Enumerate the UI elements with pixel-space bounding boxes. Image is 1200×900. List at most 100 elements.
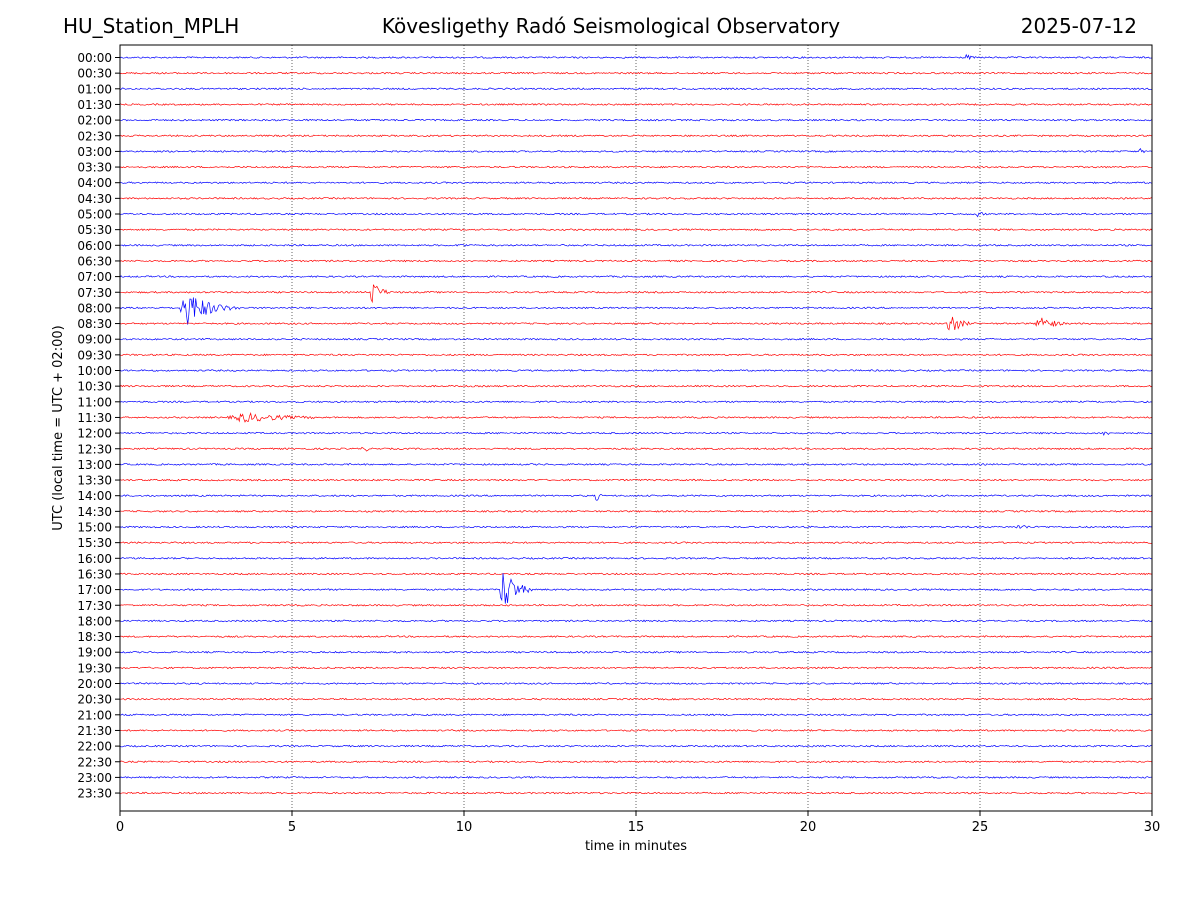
y-tick-label: 18:30	[77, 630, 112, 644]
trace-0930	[119, 353, 1153, 357]
trace-0200	[119, 118, 1153, 122]
x-tick-label: 15	[628, 820, 645, 835]
trace-0300	[119, 147, 1153, 154]
trace-0530	[119, 228, 1153, 232]
y-tick-label: 17:30	[77, 599, 112, 613]
y-tick-label: 12:00	[77, 427, 112, 441]
y-tick-label: 21:30	[77, 724, 112, 738]
y-tick-label: 10:00	[77, 364, 112, 378]
trace-1230	[119, 446, 1153, 452]
trace-2030	[119, 697, 1153, 701]
x-tick-label: 20	[800, 820, 817, 835]
y-tick-label: 07:00	[77, 270, 112, 284]
y-tick-label: 08:00	[77, 301, 112, 315]
station-name: HU_Station_MPLH	[63, 14, 240, 38]
y-tick-label: 12:30	[77, 442, 112, 456]
trace-1130	[119, 412, 1153, 423]
y-tick-label: 03:30	[77, 161, 112, 175]
y-tick-label: 02:30	[77, 129, 112, 143]
trace-1430	[119, 510, 1153, 513]
trace-0100	[119, 87, 1153, 91]
y-tick-label: 02:00	[77, 114, 112, 128]
trace-1900	[119, 650, 1153, 654]
y-tick-label: 20:00	[77, 677, 112, 691]
x-tick-label: 10	[456, 820, 473, 835]
trace-0630	[119, 259, 1153, 263]
y-tick-label: 16:00	[77, 552, 112, 566]
trace-1830	[119, 635, 1153, 638]
trace-0500	[119, 212, 1153, 218]
y-tick-label: 22:00	[77, 740, 112, 754]
y-tick-label: 22:30	[77, 755, 112, 769]
y-tick-label: 01:00	[77, 82, 112, 96]
y-tick-label: 00:00	[77, 51, 112, 65]
y-tick-label: 08:30	[77, 317, 112, 331]
y-tick-label: 03:00	[77, 145, 112, 159]
y-tick-label: 15:00	[77, 521, 112, 535]
trace-0000	[119, 53, 1153, 61]
y-tick-label: 19:00	[77, 646, 112, 660]
y-tick-label: 13:00	[77, 458, 112, 472]
trace-1000	[119, 369, 1153, 372]
trace-2000	[119, 682, 1153, 685]
trace-2330	[119, 791, 1153, 795]
trace-0030	[119, 71, 1153, 75]
y-tick-label: 09:00	[77, 333, 112, 347]
y-tick-label: 18:00	[77, 614, 112, 628]
trace-2300	[119, 776, 1153, 779]
chart-title: Kövesligethy Radó Seismological Observat…	[381, 14, 841, 38]
trace-1630	[119, 572, 1153, 576]
y-tick-label: 11:00	[77, 395, 112, 409]
trace-2200	[119, 744, 1153, 748]
trace-1600	[119, 556, 1153, 560]
trace-2230	[119, 760, 1153, 764]
x-tick-label: 0	[116, 820, 124, 835]
trace-1700	[119, 573, 1153, 604]
trace-1500	[119, 525, 1153, 529]
trace-1100	[119, 400, 1153, 404]
trace-2100	[119, 713, 1153, 717]
trace-0830	[119, 316, 1153, 331]
y-tick-label: 19:30	[77, 661, 112, 675]
trace-0400	[119, 181, 1153, 185]
x-tick-label: 5	[288, 820, 296, 835]
x-tick-label: 30	[1144, 820, 1161, 835]
y-tick-label: 00:30	[77, 67, 112, 81]
y-tick-label: 17:00	[77, 583, 112, 597]
seismic-traces	[119, 53, 1153, 795]
trace-1530	[119, 541, 1153, 544]
y-tick-label: 15:30	[77, 536, 112, 550]
date-label: 2025-07-12	[1020, 14, 1137, 38]
trace-0430	[119, 197, 1153, 200]
trace-1930	[119, 666, 1153, 670]
y-tick-label: 21:00	[77, 708, 112, 722]
trace-1730	[119, 603, 1153, 607]
trace-0730	[119, 284, 1153, 304]
trace-1200	[119, 431, 1153, 436]
trace-0800	[119, 297, 1153, 325]
x-axis: 0 5 10 15 20 25 30	[116, 811, 1160, 835]
trace-1400	[119, 494, 1153, 501]
trace-0130	[119, 103, 1153, 106]
y-tick-label: 20:30	[77, 693, 112, 707]
y-tick-label: 06:00	[77, 239, 112, 253]
trace-1800	[119, 619, 1153, 623]
trace-1030	[119, 384, 1153, 388]
y-axis-label: UTC (local time = UTC + 02:00)	[51, 325, 66, 530]
x-tick-label: 25	[972, 820, 989, 835]
y-tick-label: 01:30	[77, 98, 112, 112]
trace-2130	[119, 729, 1153, 732]
y-tick-label: 07:30	[77, 286, 112, 300]
y-tick-label: 11:30	[77, 411, 112, 425]
y-tick-label: 05:00	[77, 208, 112, 222]
trace-1300	[119, 463, 1153, 466]
trace-0230	[119, 134, 1153, 138]
y-tick-label: 09:30	[77, 348, 112, 362]
x-axis-label: time in minutes	[585, 839, 687, 854]
grid-lines	[291, 45, 981, 811]
y-tick-label: 04:00	[77, 176, 112, 190]
y-tick-label: 14:30	[77, 505, 112, 519]
y-tick-label: 16:30	[77, 567, 112, 581]
